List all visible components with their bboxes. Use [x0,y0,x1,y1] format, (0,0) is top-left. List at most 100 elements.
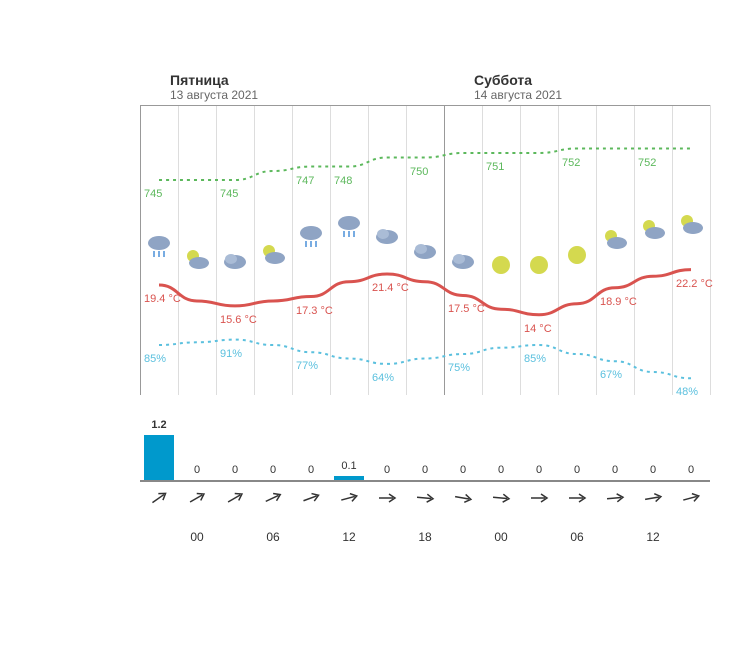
wind-arrow-icon [339,490,359,511]
chart-top-border [140,105,710,106]
wind-arrow-icon [377,490,397,511]
value-label: 747 [296,175,314,187]
grid-line [254,105,255,395]
value-label: 67% [600,369,622,381]
time-label: 12 [330,530,368,544]
value-label: 75% [448,362,470,374]
grid-line [216,105,217,395]
value-label: 22.2 °C [676,278,713,290]
precip-label: 1.2 [140,419,178,431]
grid-line [672,105,673,395]
weather-icon [259,241,287,269]
time-label: 06 [254,530,292,544]
precip-baseline [140,480,710,482]
value-label: 752 [638,157,656,169]
value-label: 17.3 °C [296,305,333,317]
time-label: 00 [178,530,216,544]
grid-line [558,105,559,395]
value-label: 752 [562,157,580,169]
value-label: 77% [296,360,318,372]
wind-arrow-icon [681,490,701,511]
weather-chart: Пятница 13 августа 2021 Суббота 14 август… [0,0,732,652]
precip-label: 0 [444,464,482,476]
precip-label: 0 [216,464,254,476]
value-label: 21.4 °C [372,282,409,294]
wind-arrow-icon [301,490,321,511]
precip-label: 0 [368,464,406,476]
weather-icon [563,241,591,269]
wind-arrow-icon [605,490,625,511]
wind-arrow-icon [643,490,663,511]
precip-label: 0 [672,464,710,476]
precip-label: 0 [406,464,444,476]
value-label: 17.5 °C [448,303,485,315]
weather-icon [373,221,401,249]
value-label: 750 [410,166,428,178]
grid-line [140,105,141,395]
grid-line [330,105,331,395]
wind-arrow-icon [149,490,169,511]
weather-icon [449,246,477,274]
wind-arrow-icon [415,490,435,511]
grid-line [482,105,483,395]
value-label: 751 [486,161,504,173]
weather-icon [677,211,705,239]
grid-line [710,105,711,395]
weather-icon [297,221,325,249]
weather-icon [639,216,667,244]
weather-icon [601,226,629,254]
value-label: 48% [676,386,698,398]
day-date: 13 августа 2021 [170,88,258,102]
precip-label: 0 [558,464,596,476]
time-label: 18 [406,530,444,544]
grid-line [444,105,445,395]
grid-line [292,105,293,395]
precip-label: 0.1 [330,460,368,472]
precip-label: 0 [634,464,672,476]
wind-arrow-icon [529,490,549,511]
grid-line [178,105,179,395]
value-label: 14 °C [524,323,552,335]
precip-label: 0 [482,464,520,476]
grid-line [368,105,369,395]
day-header: Пятница 13 августа 2021 [170,72,258,102]
value-label: 85% [524,353,546,365]
wind-arrow-icon [453,490,473,511]
weather-icon [335,211,363,239]
weather-icon [525,251,553,279]
wind-arrow-icon [491,490,511,511]
grid-line [520,105,521,395]
grid-line [634,105,635,395]
weather-icon [183,246,211,274]
precip-bar [144,435,174,480]
grid-line [596,105,597,395]
value-label: 64% [372,372,394,384]
day-name: Суббота [474,72,562,88]
time-label: 00 [482,530,520,544]
wind-arrow-icon [225,490,245,511]
wind-arrow-icon [187,490,207,511]
precip-label: 0 [520,464,558,476]
time-label: 06 [558,530,596,544]
day-date: 14 августа 2021 [474,88,562,102]
value-label: 745 [220,188,238,200]
wind-arrow-icon [567,490,587,511]
wind-arrow-icon [263,490,283,511]
value-label: 748 [334,175,352,187]
day-header: Суббота 14 августа 2021 [474,72,562,102]
weather-icon [145,231,173,259]
precip-label: 0 [292,464,330,476]
value-label: 15.6 °C [220,314,257,326]
weather-icon [221,246,249,274]
precip-label: 0 [596,464,634,476]
time-label: 12 [634,530,672,544]
value-label: 19.4 °C [144,293,181,305]
precip-label: 0 [178,464,216,476]
day-name: Пятница [170,72,258,88]
value-label: 91% [220,348,242,360]
precip-bar [334,476,364,480]
grid-line [406,105,407,395]
value-label: 745 [144,188,162,200]
value-label: 18.9 °C [600,296,637,308]
weather-icon [487,251,515,279]
